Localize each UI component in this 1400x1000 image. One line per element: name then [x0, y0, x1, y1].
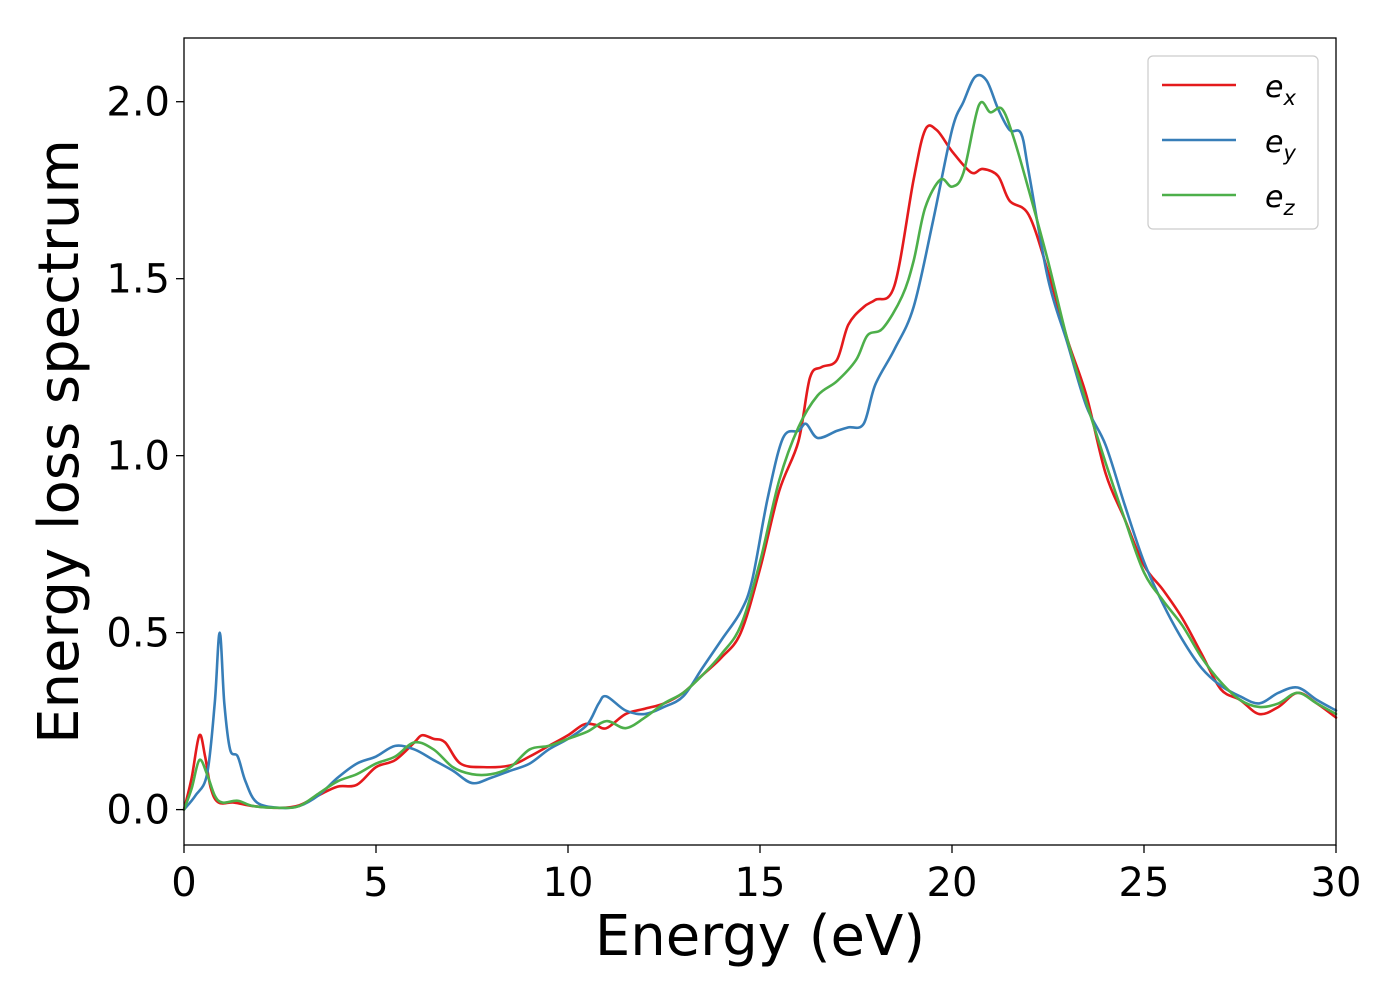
legend-label: ez — [1265, 180, 1295, 220]
x-tick-label: 0 — [171, 860, 196, 906]
y-tick-label: 0.5 — [106, 611, 170, 657]
plot-lines — [182, 73, 1338, 811]
series-line-ey — [182, 73, 1338, 811]
legend-item-ex: ex — [1162, 70, 1296, 110]
y-tick-label: 1.0 — [106, 434, 170, 480]
x-tick-label: 10 — [543, 860, 594, 906]
legend: ex ey ez — [1147, 55, 1319, 230]
series-line-ez — [182, 100, 1338, 811]
x-tick-label: 25 — [1119, 860, 1170, 906]
legend-box — [1147, 55, 1319, 230]
y-axis-title: Energy loss spectrum — [27, 139, 92, 744]
x-tick-label: 15 — [735, 860, 786, 906]
y-axis: 0.0 0.5 1.0 1.5 2.0 — [106, 80, 184, 834]
series-line-ex — [182, 124, 1338, 811]
legend-label: ey — [1265, 125, 1296, 165]
x-axis-title: Energy (eV) — [595, 904, 925, 969]
y-tick-label: 1.5 — [106, 257, 170, 303]
legend-item-ez: ez — [1162, 180, 1295, 220]
x-tick-label: 20 — [927, 860, 978, 906]
x-tick-label: 30 — [1311, 860, 1362, 906]
y-tick-label: 2.0 — [106, 80, 170, 126]
y-tick-label: 0.0 — [106, 788, 170, 834]
x-axis: 0 5 10 15 20 25 30 — [171, 845, 1361, 906]
legend-label: ex — [1265, 70, 1296, 110]
x-tick-label: 5 — [363, 860, 388, 906]
legend-item-ey: ey — [1162, 125, 1296, 165]
